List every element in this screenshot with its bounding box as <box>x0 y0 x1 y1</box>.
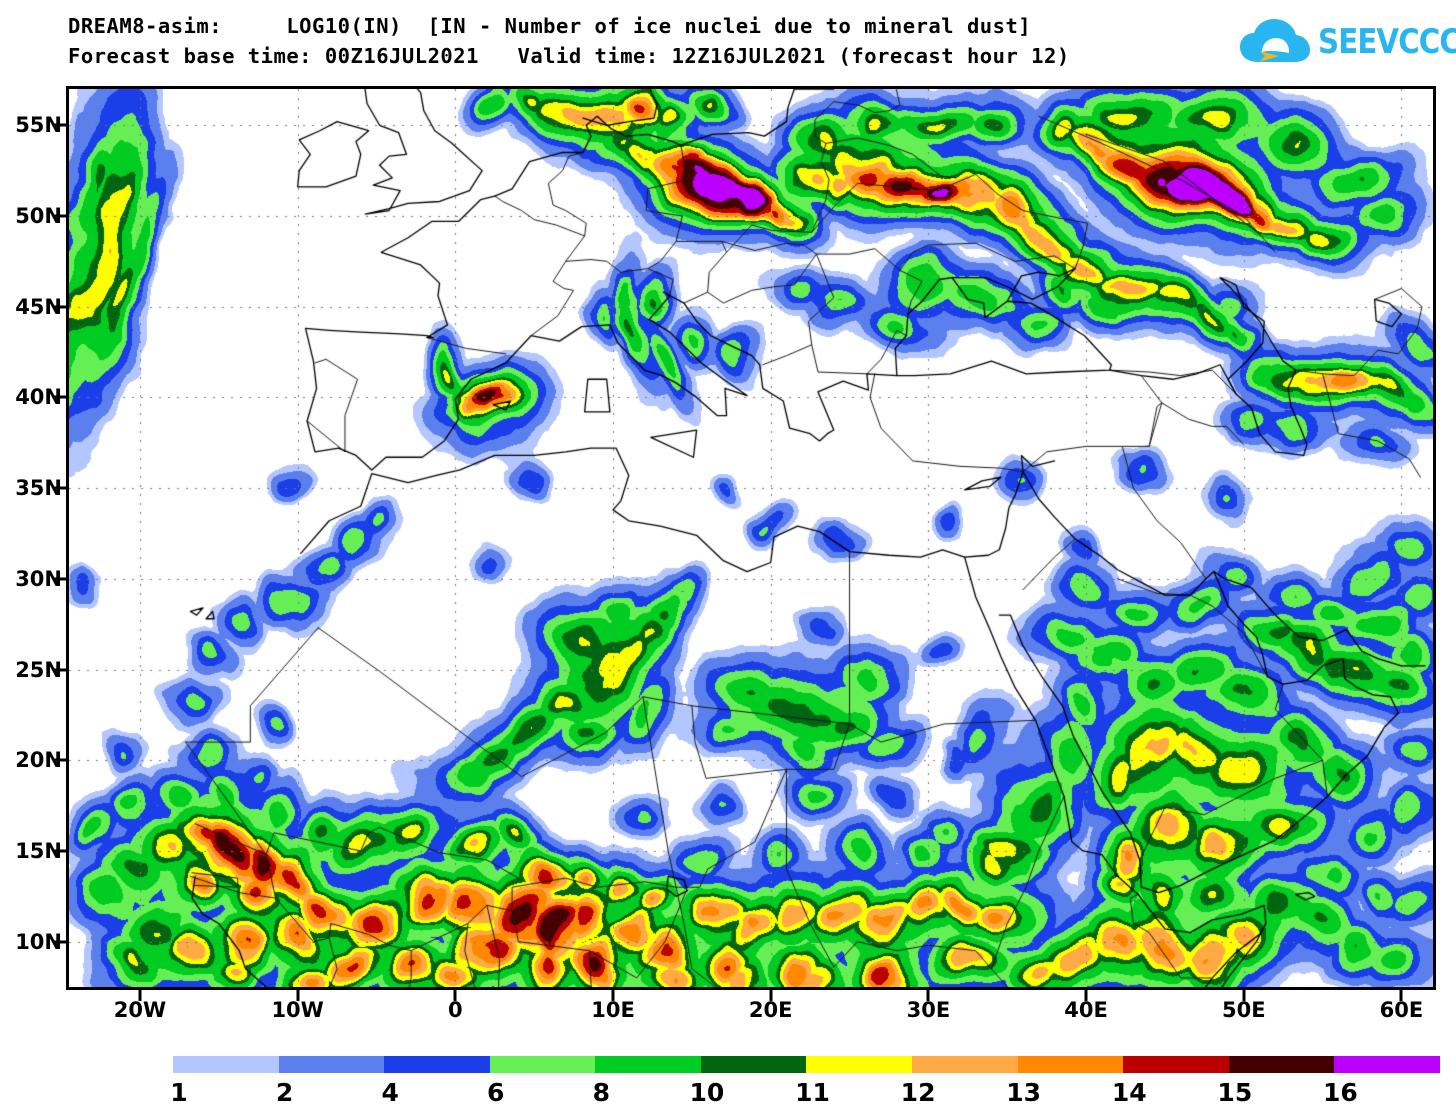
lat-tick-mark <box>53 123 66 127</box>
header-time-line: Forecast base time: 00Z16JUL2021 Valid t… <box>68 44 1070 68</box>
lat-tick-mark <box>53 486 66 490</box>
header-title-line: DREAM8-asim: LOG10(IN) [IN - Number of i… <box>68 14 1032 38</box>
colorbar-tick-label: 8 <box>592 1078 611 1107</box>
lon-tick-label: 40E <box>1064 998 1108 1022</box>
lon-tick-label: 60E <box>1379 998 1424 1022</box>
lat-tick-mark <box>53 668 66 672</box>
colorbar-tick-label: 15 <box>1217 1078 1253 1107</box>
lon-tick-label: 20E <box>748 998 793 1022</box>
colorbar-segment-dark-green <box>700 1056 807 1073</box>
lat-tick-mark <box>53 849 66 853</box>
lon-tick-mark <box>769 990 773 1001</box>
lat-tick-mark <box>53 305 66 309</box>
colorbar-strip <box>173 1056 1440 1073</box>
colorbar-tick-label: 12 <box>900 1078 936 1107</box>
colorbar-tick-label: 16 <box>1323 1078 1358 1107</box>
lon-tick-mark <box>296 990 300 1001</box>
lon-tick-mark <box>138 990 142 1001</box>
colorbar-segment-dark-brown <box>1228 1056 1335 1073</box>
colorbar-segment-purple <box>1334 1056 1440 1073</box>
colorbar-segment-blue <box>384 1056 490 1073</box>
colorbar-segment-orange <box>1017 1056 1124 1073</box>
colorbar-segment-light-green <box>489 1056 596 1073</box>
lon-tick-mark <box>611 990 615 1001</box>
lon-tick-mark <box>1242 990 1246 1001</box>
colorbar-segment-yellow <box>806 1056 913 1073</box>
colorbar-tick-label: 4 <box>381 1078 399 1107</box>
lon-tick-mark <box>926 990 930 1001</box>
colorbar-tick-label: 2 <box>275 1078 294 1107</box>
colorbar-segment-light-blue <box>173 1056 279 1073</box>
lat-tick-mark <box>53 395 66 399</box>
lat-tick-mark <box>53 214 66 218</box>
colorbar-segment-dark-red <box>1123 1056 1229 1073</box>
lon-tick-label: 20W <box>113 998 167 1022</box>
lon-tick-label: 10E <box>591 998 635 1022</box>
colorbar-tick-label: 10 <box>689 1078 725 1107</box>
lon-tick-label: 10W <box>271 998 324 1022</box>
colorbar-tick-label: 14 <box>1111 1078 1147 1107</box>
colorbar-tick-label: 1 <box>170 1078 188 1107</box>
header: DREAM8-asim: LOG10(IN) [IN - Number of i… <box>0 0 1456 82</box>
lon-tick-mark <box>1399 990 1403 1001</box>
colorbar-tick-label: 13 <box>1006 1078 1042 1107</box>
colorbar-segment-medium-blue <box>278 1056 385 1073</box>
lon-tick-label: 0 <box>448 998 463 1022</box>
lat-tick-mark <box>53 577 66 581</box>
colorbar-tick-label: 11 <box>795 1078 830 1107</box>
lat-tick-mark <box>53 940 66 944</box>
colorbar-tick-label: 6 <box>487 1078 505 1107</box>
colorbar-legend: 1 2 4 6 8 10 11 12 13 14 15 16 <box>0 1052 1456 1110</box>
map-plot-area[interactable] <box>66 86 1436 990</box>
colorbar-segment-green <box>595 1056 701 1073</box>
dust-concentration-field <box>69 89 1433 987</box>
logo-text: SEEVCCC <box>1318 22 1456 62</box>
lon-tick-label: 30E <box>906 998 951 1022</box>
colorbar-segment-light-orange <box>912 1056 1018 1073</box>
cloud-arrow-icon <box>1240 19 1310 62</box>
seevccc-logo: SEEVCCC <box>1238 16 1456 70</box>
lat-tick-mark <box>53 758 66 762</box>
lon-tick-mark <box>453 990 457 1001</box>
lon-tick-mark <box>1084 990 1088 1001</box>
lon-tick-label: 50E <box>1221 998 1266 1022</box>
